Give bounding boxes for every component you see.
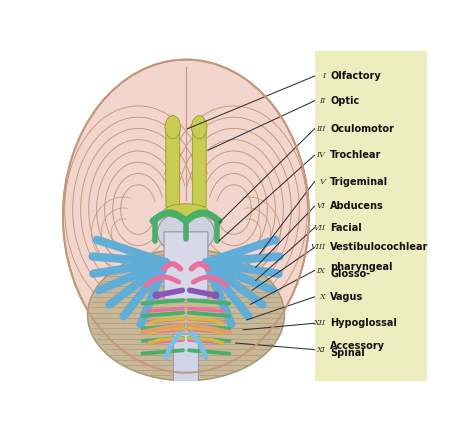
FancyBboxPatch shape xyxy=(164,232,208,299)
Ellipse shape xyxy=(63,59,309,373)
Text: V: V xyxy=(319,178,326,185)
Text: VI: VI xyxy=(317,202,326,210)
Text: II: II xyxy=(319,97,326,105)
Text: XII: XII xyxy=(313,319,326,327)
Ellipse shape xyxy=(157,211,215,254)
Text: I: I xyxy=(322,72,326,80)
Ellipse shape xyxy=(164,204,208,219)
Text: Vestibulocochlear: Vestibulocochlear xyxy=(330,242,428,253)
FancyBboxPatch shape xyxy=(173,334,199,384)
Text: Olfactory: Olfactory xyxy=(330,71,381,81)
Ellipse shape xyxy=(211,291,219,299)
Text: IV: IV xyxy=(317,151,326,159)
Text: VIII: VIII xyxy=(310,244,326,251)
Text: Trigeminal: Trigeminal xyxy=(330,176,388,187)
FancyBboxPatch shape xyxy=(192,130,206,207)
Ellipse shape xyxy=(88,249,284,381)
Text: VII: VII xyxy=(313,224,326,232)
Ellipse shape xyxy=(165,116,181,139)
Text: Vagus: Vagus xyxy=(330,292,363,302)
Bar xyxy=(315,51,427,381)
Text: Trochlear: Trochlear xyxy=(330,150,382,160)
Text: Hypoglossal: Hypoglossal xyxy=(330,318,397,328)
Text: Oculomotor: Oculomotor xyxy=(330,124,394,134)
Text: Spinal: Spinal xyxy=(330,348,365,358)
Text: III: III xyxy=(316,125,326,133)
Ellipse shape xyxy=(153,291,161,299)
Text: Abducens: Abducens xyxy=(330,201,384,211)
Text: Facial: Facial xyxy=(330,223,362,233)
Text: Optic: Optic xyxy=(330,96,359,106)
Text: X: X xyxy=(319,293,326,301)
Text: IX: IX xyxy=(317,267,326,274)
FancyBboxPatch shape xyxy=(166,130,180,207)
Text: XI: XI xyxy=(317,346,326,354)
Text: pharyngeal: pharyngeal xyxy=(330,262,392,272)
Ellipse shape xyxy=(191,116,207,139)
Text: Accessory: Accessory xyxy=(330,341,385,351)
Text: Glosso-: Glosso- xyxy=(330,269,370,279)
